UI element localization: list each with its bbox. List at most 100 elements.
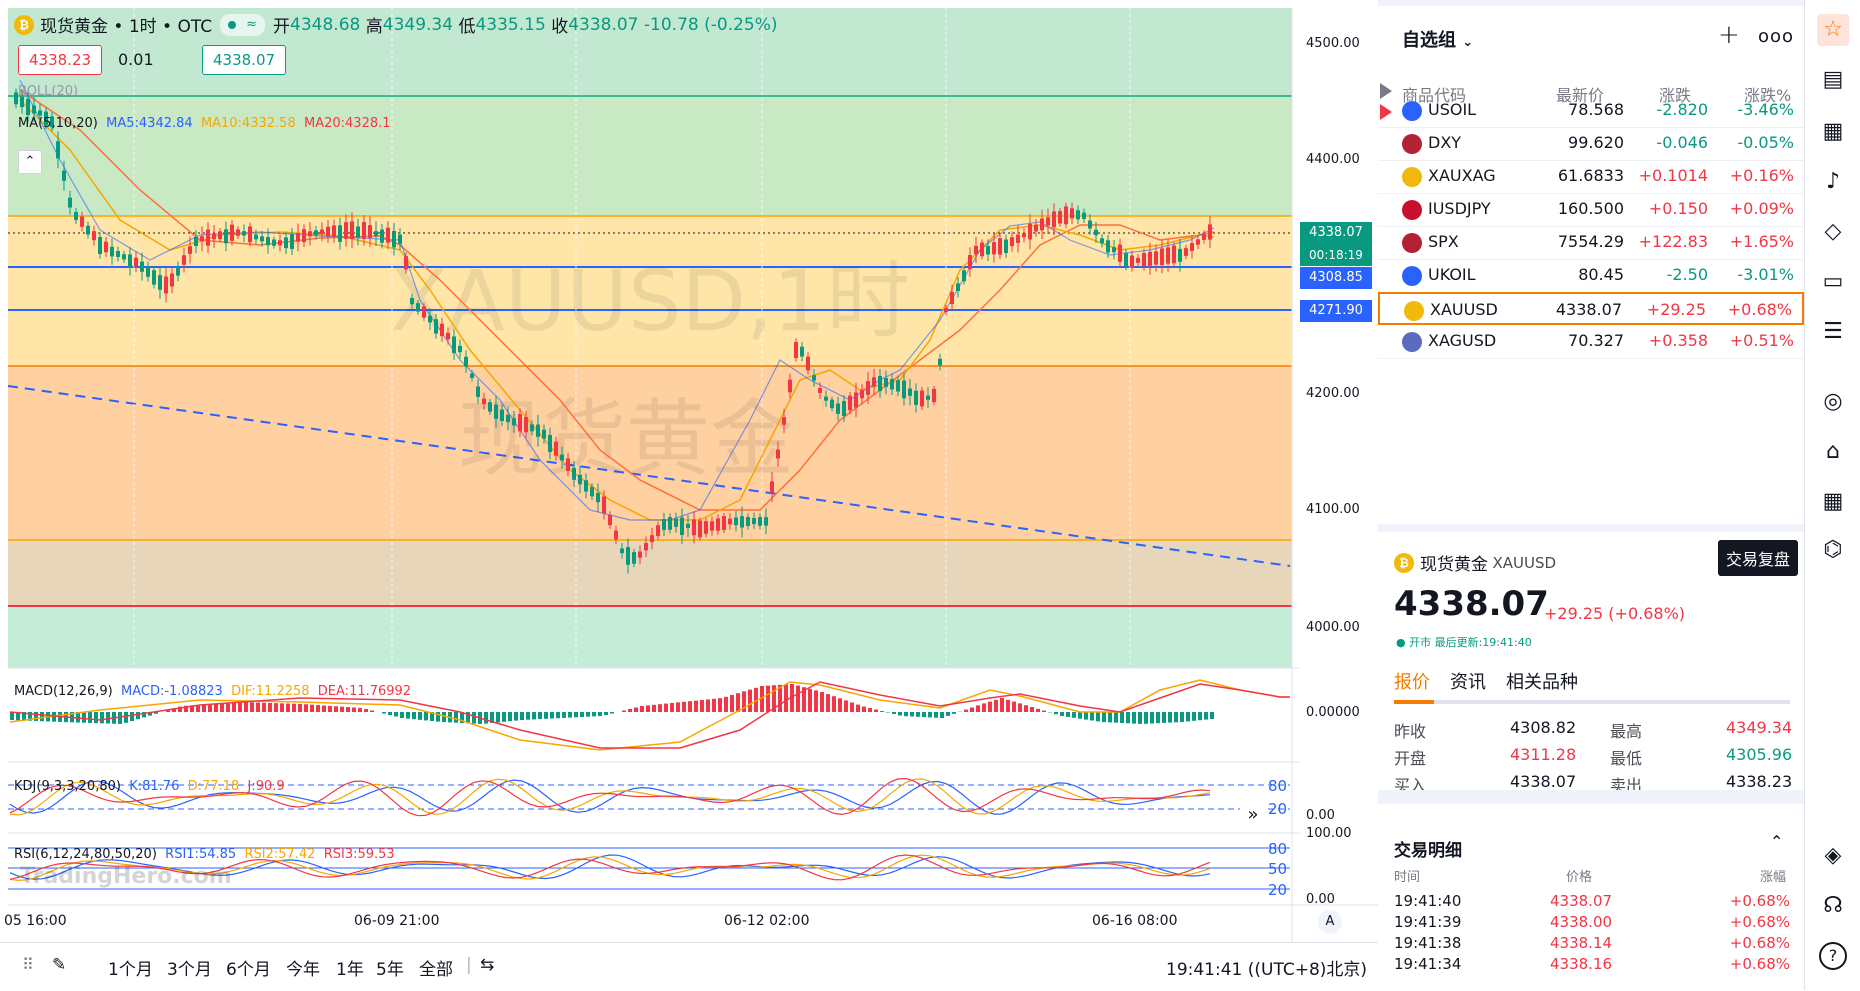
buy-button[interactable]: 4338.07 (202, 45, 286, 75)
macd-bar (334, 706, 338, 712)
timeframe-ytd[interactable]: 今年 (286, 955, 320, 980)
macd-bar (844, 700, 848, 712)
tab-quote[interactable]: 报价 (1394, 668, 1430, 694)
time-label: 05 16:00 (4, 913, 67, 929)
red-flag-icon[interactable] (1380, 104, 1392, 120)
kdj-label[interactable]: KDJ(9,3,3,20,80) K:81.76 D:77.18 J:90.9 (14, 779, 285, 794)
macd-bar (1108, 712, 1112, 722)
row-code: XAUXAG (1428, 166, 1496, 185)
candle-body (764, 517, 768, 525)
tab-news[interactable]: 资讯 (1450, 668, 1486, 694)
macd-bar (1060, 712, 1064, 716)
add-symbol-icon[interactable]: + (1718, 20, 1740, 50)
expand-arrows-icon[interactable]: » (1240, 802, 1266, 828)
row-chg: +122.83 (1639, 232, 1708, 251)
macd-bar (814, 690, 818, 712)
layers-icon[interactable]: ◇ (1819, 218, 1847, 246)
chart-area[interactable]: XAUUSD,1时 现货黄金 ₿ 现货黄金 • 1时 • OTC (0, 0, 1380, 990)
ma-indicator-label[interactable]: MA(5,10,20) MA5:4342.84 MA10:4332.58 MA2… (18, 116, 391, 131)
candle-body (1184, 248, 1188, 256)
row-pct: +0.16% (1730, 166, 1794, 185)
divider: | (466, 955, 472, 975)
timeframe-1y[interactable]: 1年 (336, 955, 364, 980)
collapse-indicators-button[interactable]: ⌃ (18, 150, 42, 174)
education-icon[interactable]: ⌂ (1819, 438, 1847, 466)
candle-body (308, 231, 312, 236)
detail-tabs: 报价 资讯 相关品种 (1378, 660, 1804, 700)
macd-bar (892, 712, 896, 714)
video-icon[interactable]: ▭ (1819, 268, 1847, 296)
tab-related[interactable]: 相关品种 (1506, 668, 1578, 694)
chat-icon[interactable]: ☰ (1819, 318, 1847, 346)
low-key: 低 (458, 12, 475, 37)
active-tab-underline (1394, 700, 1434, 704)
grid-dots-icon[interactable]: ⠿ (22, 955, 34, 974)
support-icon[interactable]: ☊ (1819, 892, 1847, 920)
watchlist-icon[interactable]: ☆ (1817, 14, 1849, 46)
timeframe-all[interactable]: 全部 (419, 955, 453, 980)
rsi-80-label: 80 (1268, 840, 1287, 858)
macd-bar (358, 708, 362, 712)
bell-icon[interactable]: ♪ (1819, 168, 1847, 196)
help-icon[interactable]: ? (1819, 942, 1847, 970)
timeframe-5y[interactable]: 5年 (376, 955, 404, 980)
replay-trade-icon[interactable]: ⌬ (1819, 536, 1847, 564)
auto-scale-button[interactable]: A (1318, 910, 1342, 934)
bid-value: 4338.07 (1510, 772, 1576, 791)
sell-button[interactable]: 4338.23 (18, 45, 102, 75)
candle-body (614, 531, 618, 540)
band-green-bottom (8, 606, 1292, 668)
candle-body (98, 237, 102, 254)
macd-bar (1024, 705, 1028, 712)
trade-time: 19:41:40 (1394, 892, 1461, 910)
chevron-up-icon[interactable]: ⌃ (1770, 832, 1783, 851)
watchlist-title[interactable]: 自选组 ⌄ (1402, 26, 1473, 52)
macd-bar (718, 698, 722, 712)
detail-name: 现货黄金 (1420, 550, 1488, 575)
more-options-icon[interactable]: ooo (1758, 26, 1794, 47)
timeframe-3m[interactable]: 3个月 (167, 955, 212, 980)
macd-bar (1036, 709, 1040, 712)
timeframe-6m[interactable]: 6个月 (226, 955, 271, 980)
candle-body (758, 517, 762, 526)
candle-body (824, 397, 828, 401)
macd-bar (520, 712, 524, 720)
macd-bar (346, 707, 350, 712)
timeframe-1m[interactable]: 1个月 (108, 955, 153, 980)
candle-body (296, 233, 300, 242)
clock-timezone[interactable]: 19:41:41 ((UTC+8)北京) (1166, 955, 1367, 980)
rsi-50-label: 50 (1268, 860, 1287, 878)
candle-body (488, 402, 492, 411)
table-icon[interactable]: ▦ (1819, 488, 1847, 516)
candle-body (1136, 258, 1140, 263)
macd-label[interactable]: MACD(12,26,9) MACD:-1.08823 DIF:11.2258 … (14, 684, 411, 699)
calendar-icon[interactable]: ▦ (1819, 118, 1847, 146)
boll-label[interactable]: BOLL(20) (18, 84, 78, 99)
candle-body (92, 231, 96, 240)
chart-canvas[interactable]: XAUUSD,1时 现货黄金 (0, 0, 1380, 942)
market-status-badge[interactable]: ≈ (220, 14, 265, 36)
rsi-label[interactable]: RSI(6,12,24,80,50,20) RSI1:54.85 RSI2:57… (14, 847, 395, 862)
replay-icon[interactable]: ⇆ (480, 955, 494, 975)
trade-time: 19:41:34 (1394, 955, 1461, 973)
draw-pen-icon[interactable]: ✎ (52, 955, 66, 975)
time-label: 06-16 08:00 (1092, 913, 1177, 929)
candle-body (848, 396, 852, 411)
macd-bar (280, 703, 284, 712)
detail-title[interactable]: ₿ 现货黄金 XAUUSD (1394, 550, 1556, 575)
handshake-icon[interactable]: ◈ (1819, 842, 1847, 870)
candle-body (968, 255, 972, 269)
candle-body (686, 524, 690, 528)
document-icon[interactable]: ▤ (1819, 66, 1847, 94)
target-icon[interactable]: ◎ (1819, 388, 1847, 416)
